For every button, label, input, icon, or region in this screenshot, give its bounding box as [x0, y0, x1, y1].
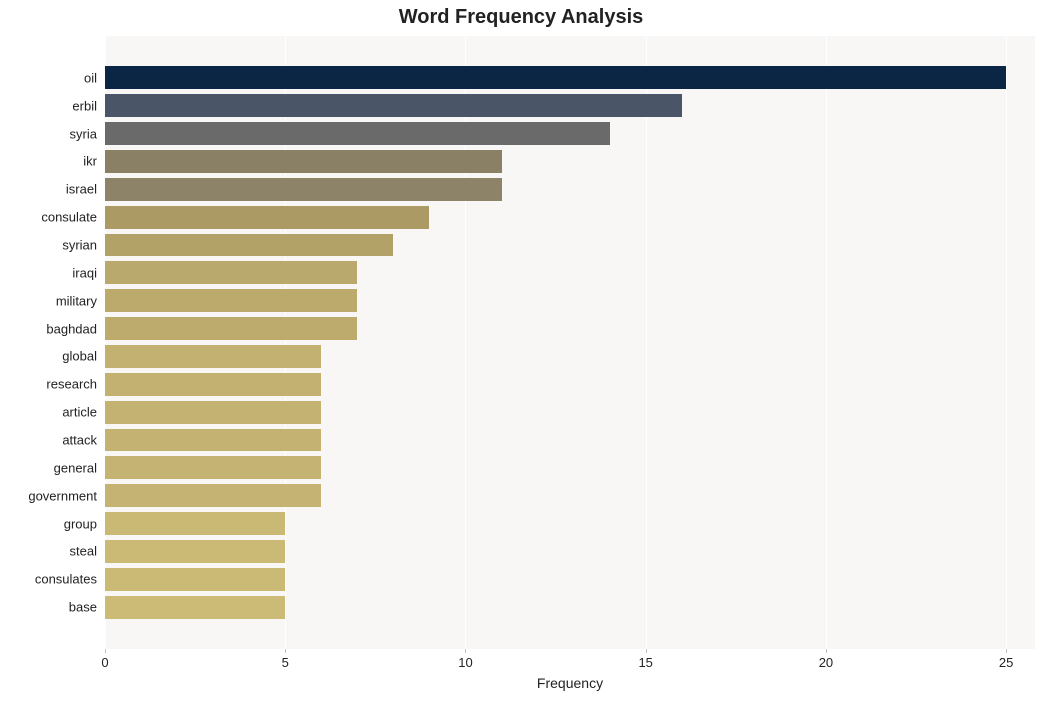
bar	[105, 261, 357, 284]
y-tick-label: general	[54, 460, 105, 475]
bar	[105, 94, 682, 117]
y-tick-label: consulates	[35, 572, 105, 587]
y-tick-label: research	[46, 377, 105, 392]
y-tick-label: consulate	[41, 210, 105, 225]
bar	[105, 289, 357, 312]
y-tick-label: oil	[84, 70, 105, 85]
x-tick-label: 25	[999, 649, 1013, 670]
chart-title: Word Frequency Analysis	[0, 6, 1042, 29]
y-tick-label: military	[56, 293, 105, 308]
y-tick-label: iraqi	[72, 265, 105, 280]
y-tick-label: ikr	[83, 154, 105, 169]
plot-area: 0510152025Frequencyoilerbilsyriaikrisrae…	[105, 36, 1035, 649]
bar	[105, 540, 285, 563]
y-tick-label: attack	[62, 433, 105, 448]
y-tick-label: steal	[70, 544, 105, 559]
x-tick-label: 20	[819, 649, 833, 670]
bar	[105, 234, 393, 257]
y-tick-label: syria	[70, 126, 105, 141]
bar	[105, 429, 321, 452]
y-tick-label: group	[64, 516, 105, 531]
y-tick-label: base	[69, 600, 105, 615]
x-tick-label: 15	[638, 649, 652, 670]
word-frequency-chart: Word Frequency Analysis 0510152025Freque…	[0, 0, 1042, 701]
bar	[105, 456, 321, 479]
gridline	[826, 36, 827, 649]
bar	[105, 317, 357, 340]
bar	[105, 206, 429, 229]
y-tick-label: global	[62, 349, 105, 364]
y-tick-label: article	[62, 405, 105, 420]
bar	[105, 178, 502, 201]
x-axis-title: Frequency	[105, 675, 1035, 691]
y-tick-label: erbil	[72, 98, 105, 113]
gridline	[646, 36, 647, 649]
y-tick-label: syrian	[62, 237, 105, 252]
bar	[105, 401, 321, 424]
bar	[105, 345, 321, 368]
x-tick-label: 0	[101, 649, 108, 670]
bar	[105, 484, 321, 507]
bar	[105, 122, 610, 145]
x-tick-label: 10	[458, 649, 472, 670]
bar	[105, 150, 502, 173]
bar	[105, 66, 1006, 89]
bar	[105, 512, 285, 535]
gridline	[1006, 36, 1007, 649]
y-tick-label: government	[28, 488, 105, 503]
y-tick-label: israel	[66, 182, 105, 197]
bar	[105, 568, 285, 591]
x-tick-label: 5	[282, 649, 289, 670]
bar	[105, 596, 285, 619]
bar	[105, 373, 321, 396]
y-tick-label: baghdad	[46, 321, 105, 336]
